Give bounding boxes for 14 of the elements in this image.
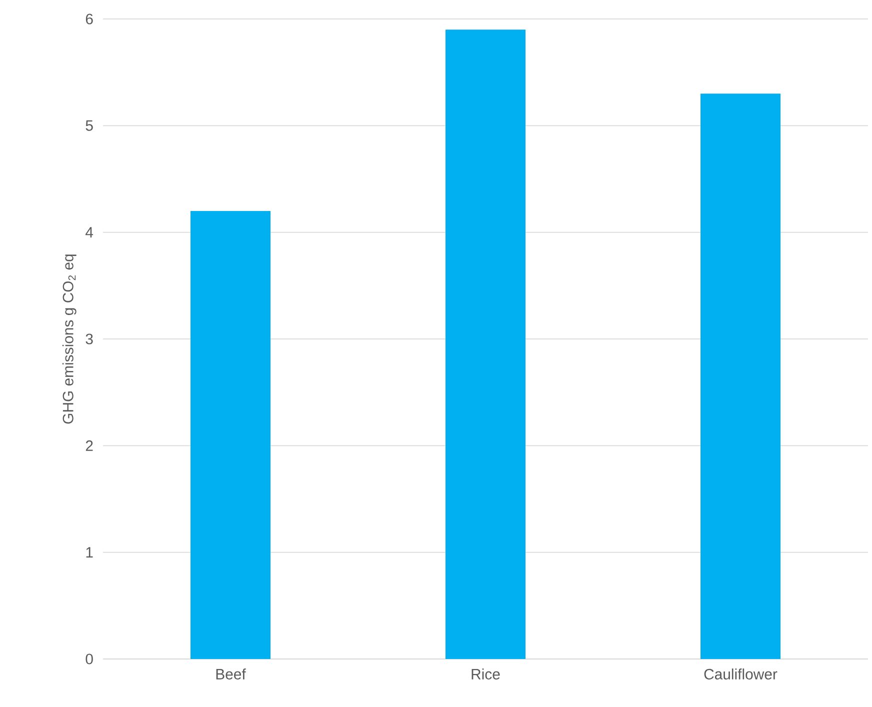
y-axis-title: GHG emissions g CO$_{2}$ eq (62, 254, 76, 424)
y-tick-label: 1 (86, 547, 93, 558)
y-tick-label: 5 (86, 120, 93, 131)
y-tick-label: 6 (86, 14, 93, 24)
y-tick-label: 3 (86, 334, 93, 344)
x-tick-label: Cauliflower (704, 668, 778, 680)
y-tick-label: 4 (86, 227, 94, 238)
bar (700, 94, 781, 659)
y-tick-label: 2 (86, 440, 93, 451)
x-tick-label: Rice (472, 668, 500, 680)
y-tick-label: 0 (86, 654, 93, 664)
x-tick-label: Beef (216, 668, 246, 680)
bar (446, 30, 526, 659)
bar (190, 210, 271, 659)
